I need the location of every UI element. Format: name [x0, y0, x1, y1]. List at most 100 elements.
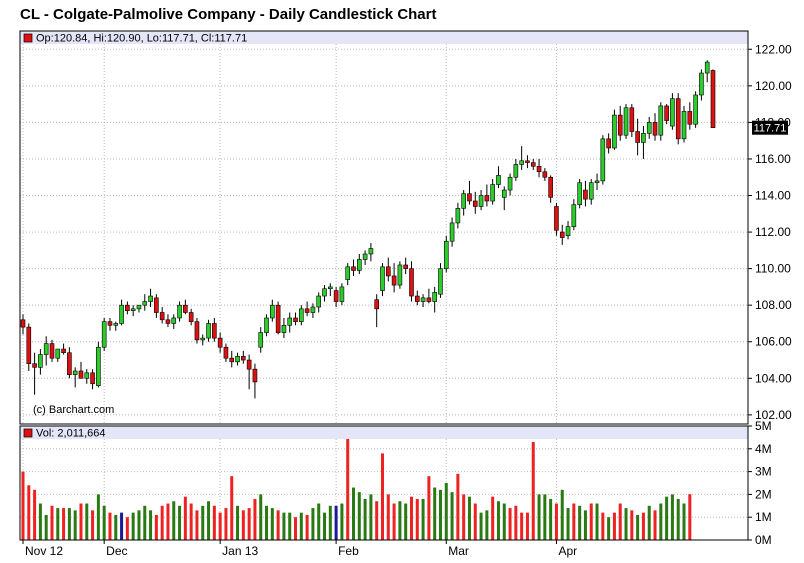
candle [316, 292, 322, 313]
price-panel-frame [19, 30, 749, 425]
candle [200, 334, 206, 346]
date-tick-label: Nov 12 [25, 544, 63, 558]
candle-body [548, 176, 553, 198]
candle [374, 294, 379, 328]
volume-bar [485, 510, 489, 540]
candle [391, 263, 397, 293]
candle [368, 243, 374, 262]
volume-bar [670, 494, 674, 540]
candle [113, 321, 119, 331]
candle-body [577, 182, 582, 205]
candle [699, 69, 704, 101]
candle [443, 235, 449, 273]
candle-body [612, 114, 617, 149]
candle-body [380, 266, 385, 291]
volume-bar [224, 508, 228, 540]
candle [241, 350, 246, 364]
candle-body [646, 122, 652, 134]
date-tick-label: Mar [448, 544, 469, 558]
candle [612, 109, 617, 150]
candle [583, 180, 588, 207]
candle-body [130, 308, 136, 311]
candle [55, 348, 61, 362]
candle [658, 102, 664, 141]
candle-body [43, 343, 49, 355]
volume-bar [67, 508, 71, 540]
candle [565, 221, 571, 240]
volume-bar [607, 517, 611, 540]
candle-body [641, 133, 646, 143]
candle [397, 261, 403, 289]
price-tick-label: 106.00 [755, 335, 792, 349]
volume-bar [183, 496, 187, 540]
volume-panel-frame [19, 425, 749, 541]
candle-body [264, 317, 269, 333]
candle [275, 301, 281, 335]
candle-body [217, 337, 223, 348]
volume-bar [328, 505, 332, 540]
candle [536, 158, 542, 178]
candle [484, 184, 490, 207]
volume-bar [589, 503, 593, 540]
candle-body [693, 94, 698, 125]
candle [577, 179, 582, 209]
candle [380, 263, 385, 297]
price-tick-label: 122.00 [755, 42, 792, 56]
volume-bar [282, 512, 286, 540]
volume-bar [137, 510, 141, 540]
volume-bar [230, 476, 234, 540]
volume-bar [62, 508, 66, 540]
volume-bar [450, 492, 454, 540]
candle-body [484, 195, 490, 202]
volume-axis-labels: 0M 1M 2M 3M 4M 5M [748, 419, 772, 547]
volume-bar [50, 505, 54, 540]
volume-info-band [20, 426, 748, 439]
volume-bar [380, 453, 384, 540]
candle-body [617, 114, 623, 136]
candle [72, 367, 78, 388]
candle-body [125, 304, 130, 311]
candle [681, 105, 687, 143]
volume-bar [641, 512, 645, 540]
candle [490, 179, 495, 205]
price-tick-label: 108.00 [755, 298, 792, 312]
candle-body [542, 171, 548, 178]
candle [496, 166, 501, 189]
candle [501, 186, 507, 211]
price-tick-label: 114.00 [755, 189, 791, 203]
volume-bar [531, 441, 535, 540]
candle-body [658, 105, 664, 136]
candle-body [710, 70, 716, 128]
volume-bar [253, 498, 257, 540]
volume-bar [688, 494, 692, 540]
candle-body [20, 319, 26, 328]
candle-body [316, 295, 322, 308]
candle-body [687, 111, 693, 125]
candle-body [565, 226, 571, 237]
candle [594, 173, 600, 191]
candle-body [496, 175, 501, 185]
volume-bar [479, 512, 483, 540]
volume-bar [207, 501, 211, 540]
volume-bar [73, 510, 77, 540]
candle-body [391, 275, 397, 286]
candle [32, 352, 37, 395]
volume-tick-label: 5M [755, 419, 772, 433]
volume-bar [236, 505, 240, 540]
candle [194, 317, 200, 344]
candle-body [635, 131, 640, 143]
candle [310, 303, 316, 318]
candle [432, 286, 437, 313]
date-tick-label: Feb [338, 544, 359, 558]
volume-bar [624, 508, 628, 540]
candle [212, 317, 217, 342]
volume-bar [467, 496, 471, 540]
candle-body [403, 264, 408, 269]
grid-lines [20, 44, 748, 540]
candle [281, 317, 287, 339]
candle-body [432, 292, 437, 302]
volume-bar [247, 508, 251, 540]
candle [159, 307, 165, 324]
candle [304, 301, 310, 317]
candle-body [154, 297, 159, 313]
